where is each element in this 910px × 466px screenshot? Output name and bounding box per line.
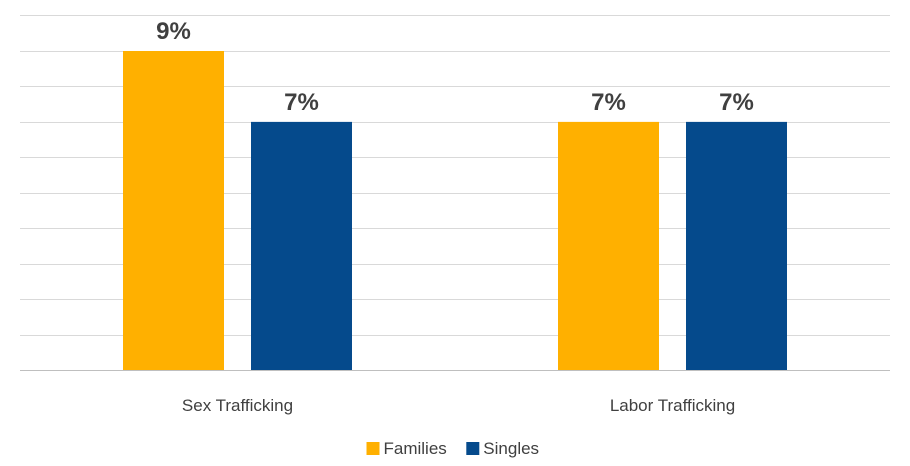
legend: Families Singles [366,439,539,458]
bars [123,51,787,370]
data-label-singles-1: 7% [719,89,754,116]
category-axis: Sex Trafficking Labor Trafficking [182,396,735,415]
data-label-families-0: 9% [156,18,191,45]
category-tick-label: Labor Trafficking [610,396,735,415]
bar-singles-0 [251,121,352,370]
bar-families-0 [123,51,224,370]
legend-swatch-families [366,442,380,455]
bar-singles-1 [686,121,787,370]
legend-label-singles: Singles [483,439,539,458]
data-label-families-1: 7% [591,89,626,116]
legend-label-families: Families [384,439,447,458]
data-label-singles-0: 7% [284,89,319,116]
data-labels: 9% 7% 7% 7% [156,18,754,116]
legend-swatch-singles [466,442,480,455]
bar-families-1 [558,121,659,370]
category-tick-label: Sex Trafficking [182,396,293,415]
